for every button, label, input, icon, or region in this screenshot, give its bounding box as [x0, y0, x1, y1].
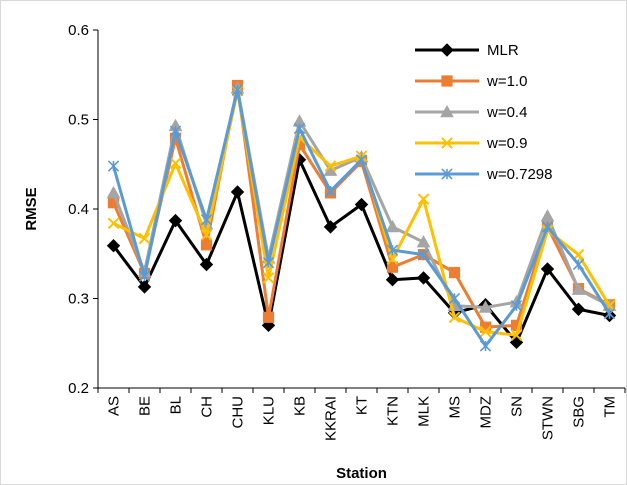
x-tick-label: TM: [602, 396, 619, 418]
marker-x: [324, 160, 337, 172]
legend-item: w=1.0: [415, 73, 527, 90]
marker-x: [138, 232, 151, 245]
legend-item: w=0.7298: [415, 166, 552, 183]
marker-x: [169, 157, 182, 170]
marker-triangle: [440, 104, 454, 118]
marker-x: [200, 229, 213, 241]
marker-x: [510, 329, 523, 342]
x-tick-label: KB: [292, 396, 309, 416]
marker-star: [262, 257, 275, 269]
y-tick-label: 0.3: [68, 291, 89, 308]
legend-label: w=0.7298: [486, 166, 552, 183]
marker-diamond: [440, 43, 454, 57]
marker-star: [200, 214, 213, 226]
x-tick-label: SN: [509, 396, 526, 417]
marker-star: [169, 125, 182, 137]
marker-star: [231, 84, 244, 96]
marker-star: [386, 244, 399, 256]
y-tick-label: 0.6: [68, 22, 89, 39]
marker-triangle: [478, 300, 493, 313]
legend-label: w=1.0: [486, 73, 527, 90]
legend-label: w=0.9: [486, 135, 527, 152]
x-tick-label: KKRAI: [323, 396, 340, 441]
marker-diamond: [540, 262, 555, 276]
marker-star: [448, 292, 461, 305]
marker-star: [479, 340, 492, 352]
marker-diamond: [323, 220, 338, 234]
x-tick-label: MS: [447, 396, 464, 419]
y-tick-label: 0.2: [68, 380, 89, 397]
x-tick-label: KLU: [261, 396, 278, 425]
marker-star: [572, 258, 585, 271]
x-tick-label: MLK: [416, 396, 433, 427]
x-tick-label: STWN: [540, 396, 557, 440]
marker-diamond: [168, 213, 183, 228]
legend-label: MLR: [487, 42, 519, 59]
marker-star: [324, 185, 337, 197]
marker-triangle: [571, 282, 586, 295]
marker-star: [107, 160, 120, 172]
x-tick-label: BE: [137, 396, 154, 416]
marker-star: [417, 248, 430, 261]
series-layer: [106, 79, 617, 352]
marker-star: [541, 221, 554, 233]
marker-square: [262, 311, 275, 323]
marker-diamond: [416, 271, 431, 285]
legend-item: w=0.9: [415, 135, 527, 152]
marker-star: [441, 168, 453, 180]
marker-x: [448, 311, 461, 324]
marker-diamond: [385, 272, 400, 287]
marker-diamond: [137, 280, 152, 294]
y-tick-label: 0.4: [68, 201, 89, 218]
marker-diamond: [571, 302, 586, 316]
x-tick-label: MDZ: [478, 396, 495, 429]
x-tick-label: BL: [168, 396, 185, 414]
marker-x: [262, 272, 275, 284]
marker-star: [293, 122, 306, 135]
marker-star: [510, 299, 523, 312]
marker-diamond: [106, 238, 121, 253]
legend: MLR w=1.0 w=0.4 w=0.9 w=0.7298: [415, 42, 552, 183]
marker-triangle: [416, 235, 431, 248]
marker-x: [386, 253, 399, 265]
x-axis-title: Station: [336, 465, 387, 482]
marker-diamond: [354, 197, 369, 212]
marker-x: [479, 325, 492, 338]
marker-square: [386, 261, 399, 273]
marker-x: [107, 217, 120, 230]
marker-x: [441, 137, 453, 149]
marker-square: [200, 239, 213, 251]
series-w-0-7298: [107, 84, 616, 352]
marker-star: [603, 308, 616, 320]
marker-square: [441, 75, 453, 87]
legend-item: MLR: [415, 42, 519, 59]
marker-star: [355, 154, 368, 166]
marker-diamond: [199, 257, 214, 272]
marker-triangle: [385, 219, 400, 233]
marker-diamond: [230, 185, 245, 199]
y-tick-label: 0.5: [68, 112, 89, 129]
legend-label: w=0.4: [486, 104, 527, 121]
x-tick-label: CH: [199, 396, 216, 418]
x-tick-label: KT: [354, 396, 371, 415]
y-axis-title: RMSE: [23, 187, 40, 230]
x-tick-label: KTN: [385, 396, 402, 426]
legend-item: w=0.4: [415, 104, 527, 121]
marker-x: [417, 193, 430, 205]
marker-square: [448, 266, 461, 279]
x-tick-label: CHU: [230, 396, 247, 429]
marker-star: [138, 270, 151, 282]
x-tick-label: AS: [106, 396, 123, 416]
x-tick-label: SBG: [571, 396, 588, 428]
marker-triangle: [106, 185, 121, 199]
marker-triangle: [540, 209, 555, 222]
axes-layer: 0.2 0.3 0.4 0.5 0.6 AS BE BL CH CHU KLU KB KKRAI KT KT…: [68, 22, 626, 441]
